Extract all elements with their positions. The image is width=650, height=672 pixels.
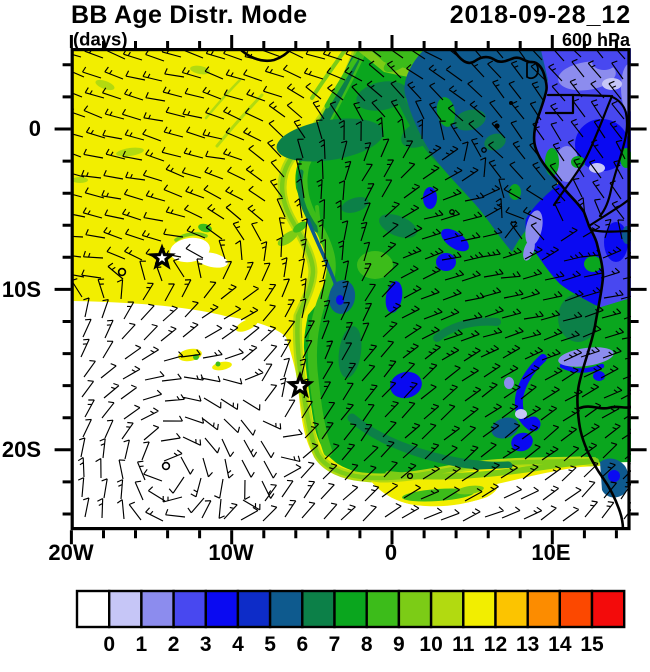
svg-text:2018-09-28_12: 2018-09-28_12 <box>450 1 631 29</box>
svg-text:14: 14 <box>548 633 572 656</box>
svg-text:10: 10 <box>419 633 442 656</box>
svg-text:600 hPa: 600 hPa <box>562 30 631 50</box>
svg-text:9: 9 <box>393 633 405 656</box>
svg-text:5: 5 <box>264 633 276 656</box>
svg-text:8: 8 <box>361 633 373 656</box>
svg-text:10S: 10S <box>2 277 41 302</box>
svg-text:1: 1 <box>136 633 148 656</box>
svg-text:20S: 20S <box>2 437 41 462</box>
svg-text:12: 12 <box>484 633 507 656</box>
svg-text:3: 3 <box>200 633 212 656</box>
svg-text:7: 7 <box>329 633 341 656</box>
svg-text:(days): (days) <box>73 29 128 50</box>
svg-text:15: 15 <box>580 633 604 656</box>
svg-text:11: 11 <box>452 633 475 656</box>
svg-text:13: 13 <box>516 633 539 656</box>
svg-text:6: 6 <box>296 633 308 656</box>
svg-text:10W: 10W <box>208 540 253 565</box>
svg-text:0: 0 <box>385 540 397 565</box>
svg-text:0: 0 <box>29 116 41 141</box>
svg-text:20W: 20W <box>48 540 93 565</box>
svg-text:0: 0 <box>103 633 115 656</box>
svg-text:10E: 10E <box>531 540 570 565</box>
svg-text:BB Age Distr. Mode: BB Age Distr. Mode <box>71 1 307 29</box>
svg-text:2: 2 <box>168 633 180 656</box>
svg-text:4: 4 <box>232 633 244 656</box>
